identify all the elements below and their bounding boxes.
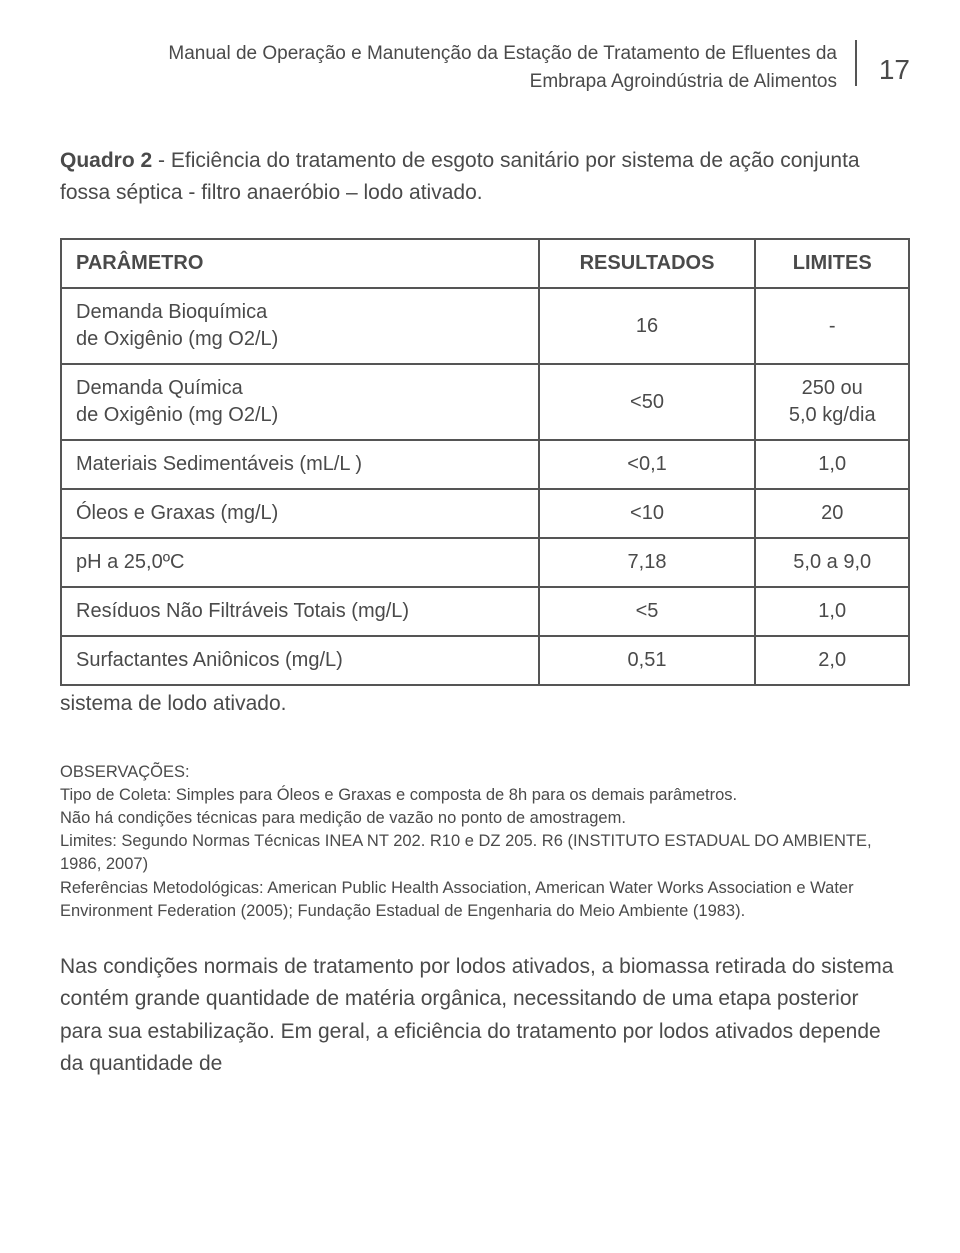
body-paragraph: Nas condições normais de tratamento por … [60,951,900,1081]
cell-resultado: 7,18 [539,538,756,587]
header-title-line2: Embrapa Agroindústria de Alimentos [530,71,837,92]
page-header: Manual de Operação e Manutenção da Estaç… [60,40,910,95]
col-header-parametro: PARÂMETRO [61,239,539,288]
col-header-limites: LIMITES [755,239,909,288]
observation-line: Não há condições técnicas para medição d… [60,807,900,830]
cell-resultado: <0,1 [539,440,756,489]
cell-limite: 1,0 [755,587,909,636]
cell-resultado: <50 [539,364,756,440]
caption-rest: - Eficiência do tratamento de esgoto san… [60,149,860,204]
observation-line: Referências Metodológicas: American Publ… [60,877,900,923]
cell-parametro: Demanda Bioquímicade Oxigênio (mg O2/L) [61,288,539,364]
cell-parametro: Materiais Sedimentáveis (mL/L ) [61,440,539,489]
cell-limite: 2,0 [755,636,909,685]
table-row: Surfactantes Aniônicos (mg/L)0,512,0 [61,636,909,685]
cell-parametro: Óleos e Graxas (mg/L) [61,489,539,538]
results-table: PARÂMETRO RESULTADOS LIMITES Demanda Bio… [60,238,910,686]
table-row: Resíduos Não Filtráveis Totais (mg/L)<51… [61,587,909,636]
header-title-line1: Manual de Operação e Manutenção da Estaç… [168,43,837,64]
cell-limite: 20 [755,489,909,538]
cell-parametro: pH a 25,0ºC [61,538,539,587]
table-row: Demanda Bioquímicade Oxigênio (mg O2/L)1… [61,288,909,364]
table-caption: Quadro 2 - Eficiência do tratamento de e… [60,145,900,208]
caption-lead: Quadro 2 [60,149,152,172]
cell-resultado: <10 [539,489,756,538]
cell-parametro: Surfactantes Aniônicos (mg/L) [61,636,539,685]
cell-limite: 5,0 a 9,0 [755,538,909,587]
table-row: Materiais Sedimentáveis (mL/L )<0,11,0 [61,440,909,489]
cell-limite: - [755,288,909,364]
table-row: pH a 25,0ºC7,185,0 a 9,0 [61,538,909,587]
header-title-block: Manual de Operação e Manutenção da Estaç… [60,40,837,95]
cell-limite: 250 ou5,0 kg/dia [755,364,909,440]
table-row: Óleos e Graxas (mg/L)<1020 [61,489,909,538]
observation-line: Tipo de Coleta: Simples para Óleos e Gra… [60,784,900,807]
page-number: 17 [855,40,910,86]
observations-block: OBSERVAÇÕES: Tipo de Coleta: Simples par… [60,761,900,923]
cell-limite: 1,0 [755,440,909,489]
table-header-row: PARÂMETRO RESULTADOS LIMITES [61,239,909,288]
after-table-text: sistema de lodo ativado. [60,692,910,716]
col-header-resultados: RESULTADOS [539,239,756,288]
cell-parametro: Demanda Químicade Oxigênio (mg O2/L) [61,364,539,440]
table-row: Demanda Químicade Oxigênio (mg O2/L)<502… [61,364,909,440]
cell-parametro: Resíduos Não Filtráveis Totais (mg/L) [61,587,539,636]
cell-resultado: 16 [539,288,756,364]
cell-resultado: <5 [539,587,756,636]
observation-line: Limites: Segundo Normas Técnicas INEA NT… [60,830,900,876]
cell-resultado: 0,51 [539,636,756,685]
observations-heading: OBSERVAÇÕES: [60,761,900,784]
